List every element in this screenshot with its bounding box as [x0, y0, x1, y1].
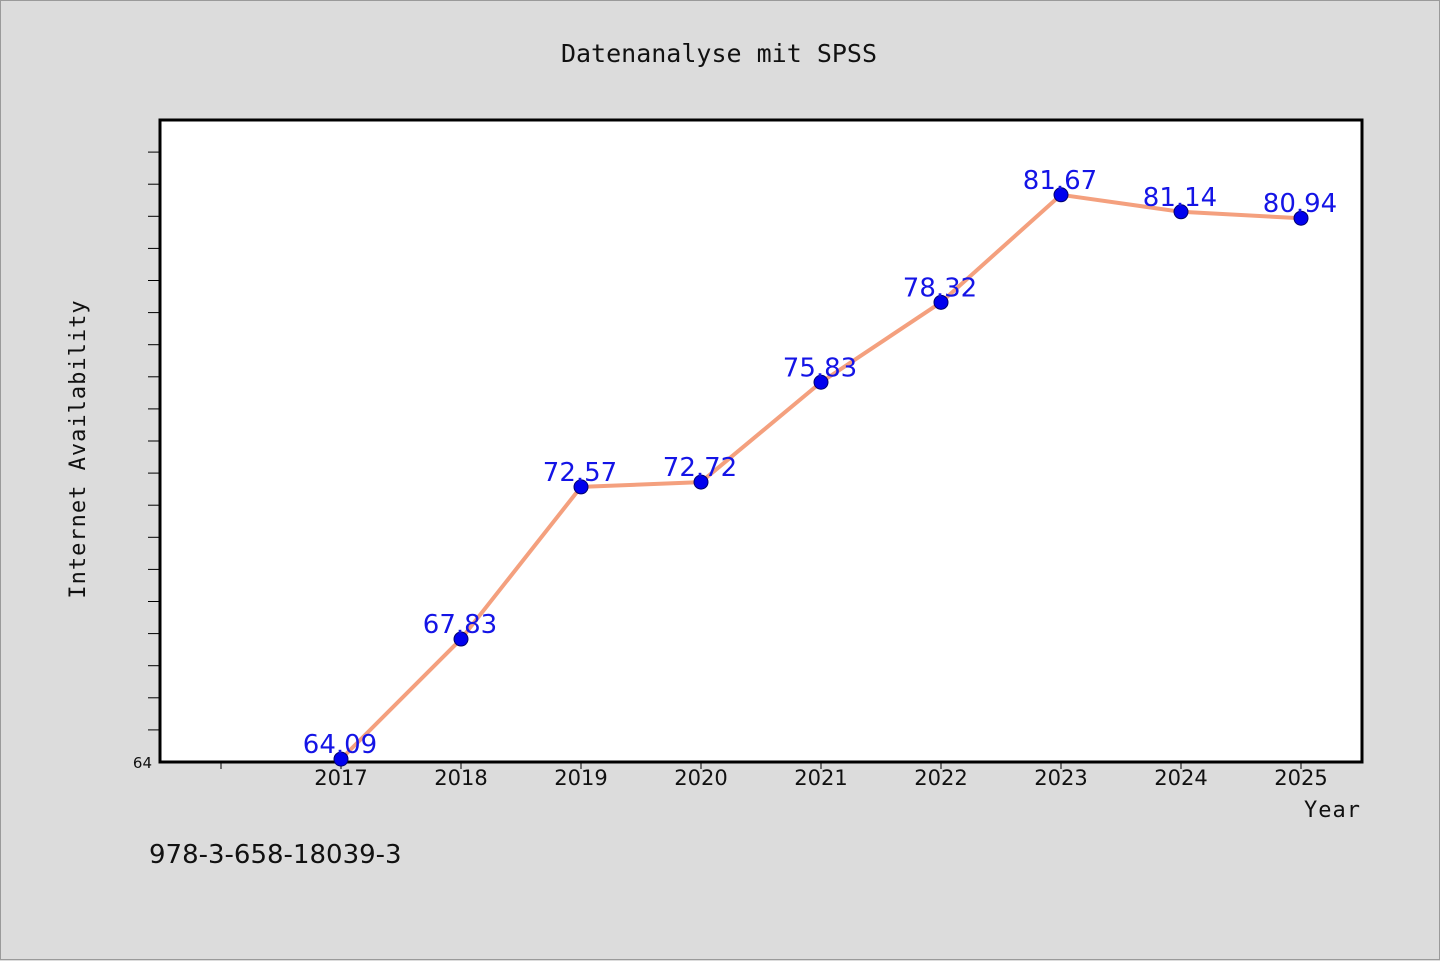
x-tick-label: 2021 — [794, 766, 847, 790]
x-tick-label: 2020 — [674, 766, 727, 790]
data-label: 72.72 — [663, 453, 737, 483]
data-label: 81.67 — [1023, 166, 1097, 196]
x-tick-label: 2018 — [434, 766, 487, 790]
isbn-footnote: 978-3-658-18039-3 — [149, 840, 402, 870]
data-point — [453, 631, 469, 647]
y-axis-ticks — [148, 151, 160, 731]
series-layer: 64.09 67.83 72.57 72.72 75.83 78.32 81.67 81.14… — [303, 166, 1337, 767]
x-tick-label: 2023 — [1034, 766, 1087, 790]
data-label: 80.94 — [1263, 189, 1337, 219]
data-label: 78.32 — [903, 273, 977, 303]
x-axis-ticks: 2017 2018 2019 2020 2021 2022 2023 2024 2025 — [220, 762, 1328, 790]
data-label: 72.57 — [543, 458, 617, 488]
data-point — [933, 294, 949, 310]
data-point — [1053, 187, 1069, 203]
data-point — [693, 474, 709, 490]
data-label: 75.83 — [783, 353, 857, 383]
data-point — [333, 751, 349, 767]
chart-title: Datenanalyse mit SPSS — [561, 39, 877, 68]
y-tick-label: 64 — [133, 754, 152, 772]
x-tick-label: 2025 — [1274, 766, 1327, 790]
data-point — [1173, 204, 1189, 220]
data-label: 67.83 — [423, 610, 497, 640]
x-axis-label: Year — [1304, 798, 1361, 823]
x-tick-label: 2019 — [554, 766, 607, 790]
x-tick-label: 2017 — [314, 766, 367, 790]
data-point — [573, 479, 589, 495]
data-label: 81.14 — [1143, 183, 1217, 213]
data-point — [1293, 210, 1309, 226]
x-tick-label: 2022 — [914, 766, 967, 790]
plot-area — [158, 118, 1364, 764]
y-axis-label: Internet Availability — [66, 299, 91, 598]
data-point — [813, 374, 829, 390]
data-label: 64.09 — [303, 730, 377, 760]
x-tick-label: 2024 — [1154, 766, 1207, 790]
